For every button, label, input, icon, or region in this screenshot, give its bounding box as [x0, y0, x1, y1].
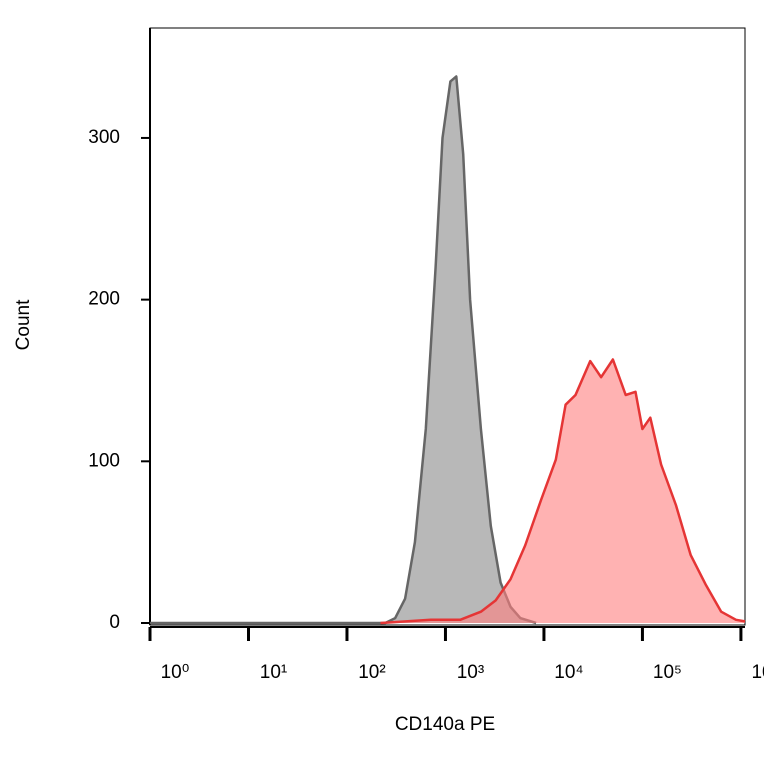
x-tick-label: 10⁰: [161, 662, 190, 683]
histogram-area: [380, 359, 745, 623]
histogram-line: [380, 358, 746, 625]
y-tick-label: 100: [88, 450, 120, 471]
y-tick-label: 300: [88, 127, 120, 148]
histogram-area: [150, 76, 537, 623]
x-tick-label: 10²: [358, 662, 385, 683]
x-axis-title: CD140a PE: [395, 714, 495, 735]
histogram-line: [150, 75, 537, 625]
x-tick-label: 10³: [457, 662, 484, 683]
y-tick-label: 200: [88, 289, 120, 310]
x-tick-label: 10⁵: [653, 662, 682, 683]
y-tick-label: 0: [109, 612, 120, 633]
y-axis-title: Count: [13, 299, 34, 350]
x-tick-label: 10¹: [260, 662, 287, 683]
x-tick-label: 10⁶: [751, 662, 764, 683]
x-tick-label: 10⁴: [554, 662, 583, 683]
